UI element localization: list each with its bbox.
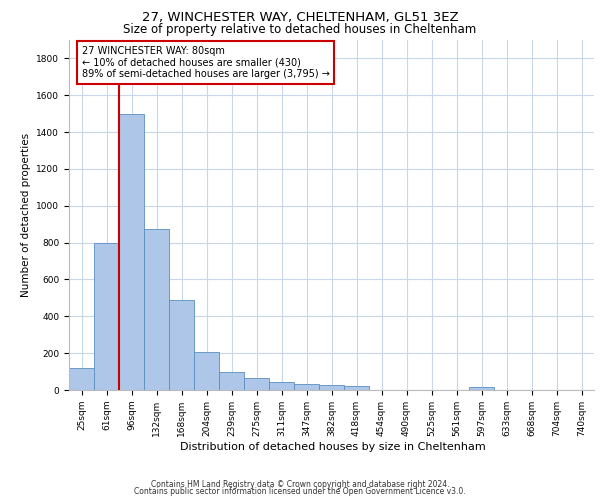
Bar <box>169 300 194 390</box>
Bar <box>269 382 294 390</box>
Bar <box>344 386 369 390</box>
Bar <box>219 372 244 390</box>
Text: 27, WINCHESTER WAY, CHELTENHAM, GL51 3EZ: 27, WINCHESTER WAY, CHELTENHAM, GL51 3EZ <box>142 11 458 24</box>
Bar <box>294 384 319 390</box>
Bar <box>194 352 219 390</box>
Bar <box>244 378 269 390</box>
Text: Size of property relative to detached houses in Cheltenham: Size of property relative to detached ho… <box>124 22 476 36</box>
Text: Contains HM Land Registry data © Crown copyright and database right 2024.: Contains HM Land Registry data © Crown c… <box>151 480 449 489</box>
Bar <box>119 114 144 390</box>
Text: Contains public sector information licensed under the Open Government Licence v3: Contains public sector information licen… <box>134 487 466 496</box>
Y-axis label: Number of detached properties: Number of detached properties <box>21 133 31 297</box>
Bar <box>469 387 494 390</box>
Text: Distribution of detached houses by size in Cheltenham: Distribution of detached houses by size … <box>180 442 486 452</box>
Text: 27 WINCHESTER WAY: 80sqm
← 10% of detached houses are smaller (430)
89% of semi-: 27 WINCHESTER WAY: 80sqm ← 10% of detach… <box>82 46 329 78</box>
Bar <box>94 242 119 390</box>
Bar <box>319 386 344 390</box>
Bar <box>144 229 169 390</box>
Bar <box>69 368 94 390</box>
